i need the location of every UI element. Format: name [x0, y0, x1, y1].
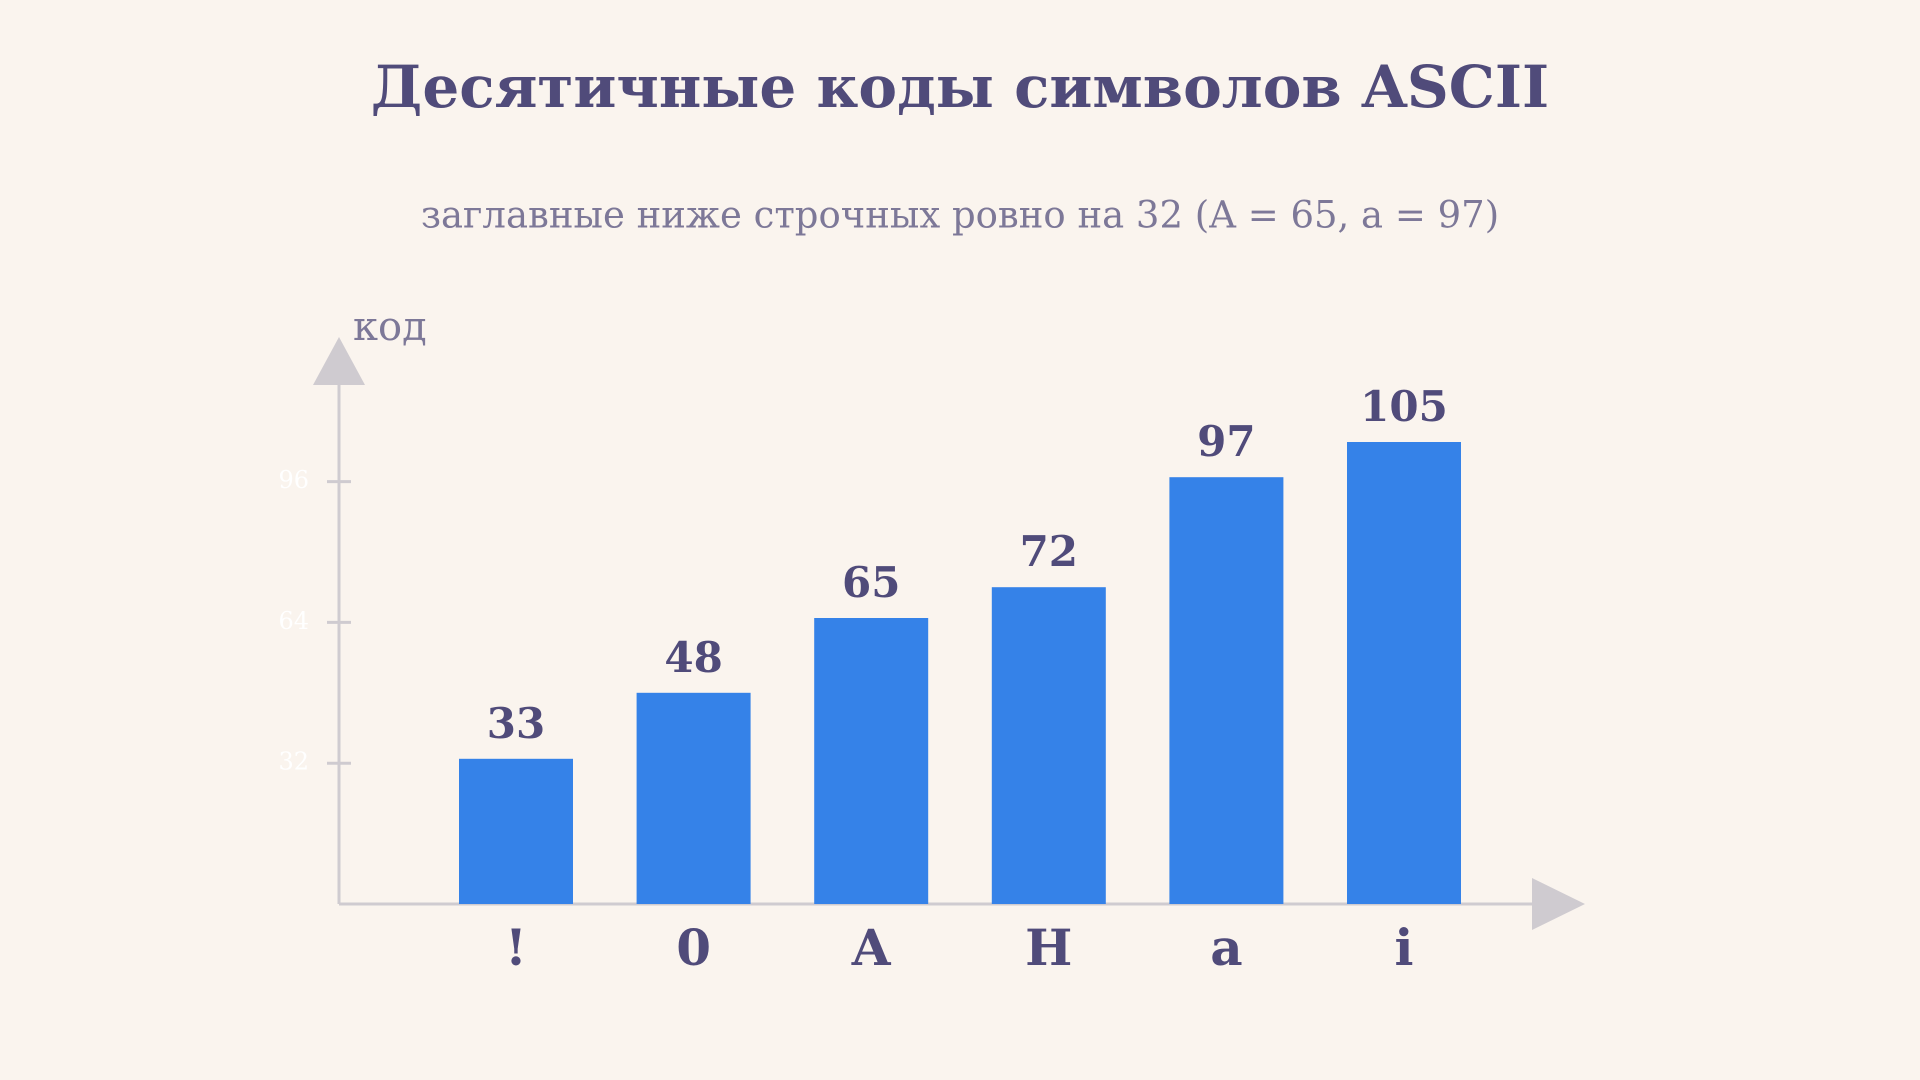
- x-tick-label: A: [851, 918, 892, 977]
- x-tick-label: a: [1210, 918, 1242, 977]
- bar: [1347, 442, 1461, 904]
- value-label: 97: [1197, 417, 1255, 466]
- bar: [991, 587, 1106, 904]
- bar: [1169, 477, 1284, 904]
- bar: [814, 618, 929, 904]
- x-axis-arrow: [1532, 878, 1585, 930]
- bar: [459, 758, 573, 904]
- value-label: 33: [487, 699, 545, 748]
- x-tick-label: H: [1025, 918, 1072, 977]
- y-tick-label: 32: [278, 748, 309, 776]
- value-label: 65: [842, 558, 900, 607]
- chart-subtitle: заглавные ниже строчных ровно на 32 (A =…: [421, 194, 1499, 237]
- value-label: 105: [1360, 382, 1448, 431]
- y-tick-label: 96: [278, 466, 309, 494]
- chart-title: Десятичные коды символов ASCII: [371, 53, 1549, 121]
- x-tick-label: 0: [676, 918, 711, 977]
- y-axis-label: код: [353, 304, 427, 350]
- bar: [636, 692, 751, 904]
- x-tick-label: !: [505, 918, 527, 977]
- y-tick-label: 64: [278, 607, 309, 635]
- value-label: 48: [664, 633, 722, 682]
- value-label: 72: [1020, 527, 1078, 576]
- x-tick-label: i: [1395, 918, 1414, 977]
- y-axis-arrow: [313, 337, 365, 385]
